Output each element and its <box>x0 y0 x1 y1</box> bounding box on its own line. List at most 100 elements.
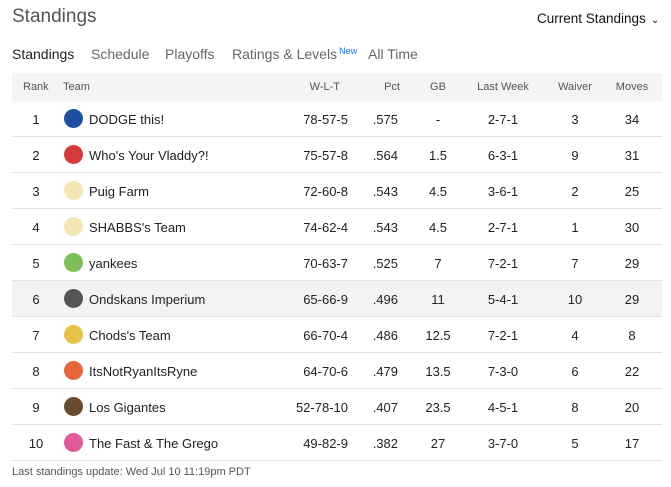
standings-row: 3 Puig Farm 72-60-8 .543 4.5 3-6-1 2 25 <box>12 173 662 209</box>
column-header: W-L-T <box>309 81 340 93</box>
rank: 1 <box>32 112 40 127</box>
team-name[interactable]: yankees <box>89 256 138 271</box>
pct: .543 <box>372 184 398 199</box>
moves: 17 <box>624 436 640 451</box>
dropdown-label[interactable]: Current Standings <box>537 11 646 26</box>
tab-label[interactable]: All Time <box>368 46 418 62</box>
wlt: 49-82-9 <box>303 436 348 451</box>
last-week: 7-2-1 <box>487 256 519 271</box>
gb: 23.5 <box>425 400 451 415</box>
team-logo[interactable] <box>64 289 83 308</box>
moves: 22 <box>624 364 640 379</box>
update-note: Last standings update: Wed Jul 10 11:19p… <box>12 466 251 478</box>
standings-row: 4 SHABBS's Team 74-62-4 .543 4.5 2-7-1 1 30 <box>12 209 662 245</box>
team-name[interactable]: ItsNotRyanItsRyne <box>89 364 198 379</box>
column-header: Rank <box>23 81 49 93</box>
rank: 4 <box>32 220 40 235</box>
tab-label[interactable]: Schedule <box>91 46 150 62</box>
team-logo[interactable] <box>64 361 83 380</box>
moves: 30 <box>624 220 640 235</box>
standings-row: 6 Ondskans Imperium 65-66-9 .496 11 5-4-1 10 29 <box>12 281 662 317</box>
team-logo[interactable] <box>64 253 83 272</box>
nav-tab[interactable]: All Time <box>368 46 418 62</box>
waiver: 7 <box>571 256 579 271</box>
gb: 4.5 <box>428 220 448 235</box>
pct: .543 <box>372 220 398 235</box>
team-name[interactable]: Puig Farm <box>89 184 149 199</box>
standings-dropdown[interactable]: Current Standings ⌄ <box>537 11 659 26</box>
gb: 1.5 <box>428 148 448 163</box>
nav-tab[interactable]: Ratings & Levels New <box>232 46 357 62</box>
nav-tab[interactable]: Schedule <box>91 46 149 62</box>
tab-label[interactable]: Ratings & Levels <box>232 46 338 62</box>
team-name[interactable]: DODGE this! <box>89 112 165 127</box>
new-badge: New <box>339 46 358 56</box>
table-header: Rank Team W-L-T Pct GB Last Week Waiver Moves <box>12 73 662 101</box>
last-week: 4-5-1 <box>487 400 519 415</box>
team-name[interactable]: The Fast & The Grego <box>89 436 219 451</box>
team-name[interactable]: Los Gigantes <box>89 400 166 415</box>
wlt: 75-57-8 <box>303 148 348 163</box>
waiver: 9 <box>571 148 579 163</box>
team-logo[interactable] <box>64 217 83 236</box>
team-name[interactable]: Who's Your Vladdy?! <box>89 148 209 163</box>
gb: 12.5 <box>425 328 451 343</box>
last-week: 3-6-1 <box>487 184 519 199</box>
last-week: 7-3-0 <box>487 364 519 379</box>
team-logo[interactable] <box>64 397 83 416</box>
pct: .564 <box>372 148 398 163</box>
moves: 29 <box>624 292 640 307</box>
last-week: 5-4-1 <box>487 292 519 307</box>
team-logo[interactable] <box>64 181 83 200</box>
standings-row: 10 The Fast & The Grego 49-82-9 .382 27 3-7-0… <box>12 425 662 461</box>
chevron[interactable]: ⌄ <box>650 15 660 26</box>
rank: 2 <box>32 148 40 163</box>
standings-row: 7 Chods's Team 66-70-4 .486 12.5 7-2-1 4 8 <box>12 317 662 353</box>
column-header: GB <box>430 81 446 93</box>
column-header: Last Week <box>477 81 529 93</box>
last-week: 7-2-1 <box>487 328 519 343</box>
team-logo[interactable] <box>64 109 83 128</box>
rank: 8 <box>32 364 40 379</box>
rank: 7 <box>32 328 40 343</box>
column-header: Moves <box>615 81 649 93</box>
moves: 29 <box>624 256 640 271</box>
waiver: 1 <box>571 220 579 235</box>
gb: 27 <box>430 436 446 451</box>
last-week: 3-7-0 <box>487 436 519 451</box>
standings-row: 2 Who's Your Vladdy?! 75-57-8 .564 1.5 6-3-1 9… <box>12 137 662 173</box>
moves: 34 <box>624 112 640 127</box>
page-title: Standings <box>12 6 97 27</box>
team-name[interactable]: Chods's Team <box>89 328 171 343</box>
moves: 31 <box>624 148 640 163</box>
waiver: 4 <box>571 328 579 343</box>
moves: 8 <box>628 328 636 343</box>
wlt: 74-62-4 <box>303 220 348 235</box>
waiver: 5 <box>571 436 579 451</box>
team-logo[interactable] <box>64 325 83 344</box>
tab-label[interactable]: Standings <box>12 46 75 62</box>
gb: - <box>435 112 441 127</box>
wlt: 72-60-8 <box>303 184 348 199</box>
pct: .382 <box>372 436 398 451</box>
gb: 4.5 <box>428 184 448 199</box>
gb: 13.5 <box>425 364 451 379</box>
last-week: 2-7-1 <box>487 220 519 235</box>
wlt: 64-70-6 <box>303 364 348 379</box>
last-week: 2-7-1 <box>487 112 519 127</box>
wlt: 65-66-9 <box>303 292 348 307</box>
team-name[interactable]: SHABBS's Team <box>89 220 186 235</box>
rank: 10 <box>28 436 44 451</box>
team-logo[interactable] <box>64 145 83 164</box>
pct: .496 <box>372 292 398 307</box>
moves: 20 <box>624 400 640 415</box>
column-header: Pct <box>384 81 400 93</box>
team-logo[interactable] <box>64 433 83 452</box>
team-name[interactable]: Ondskans Imperium <box>89 292 206 307</box>
waiver: 6 <box>571 364 579 379</box>
nav-tab[interactable]: Standings <box>12 46 74 62</box>
standings-row: 1 DODGE this! 78-57-5 .575 - 2-7-1 3 34 <box>12 101 662 137</box>
nav-tab[interactable]: Playoffs <box>165 46 215 62</box>
wlt: 66-70-4 <box>303 328 348 343</box>
tab-label[interactable]: Playoffs <box>165 46 215 62</box>
